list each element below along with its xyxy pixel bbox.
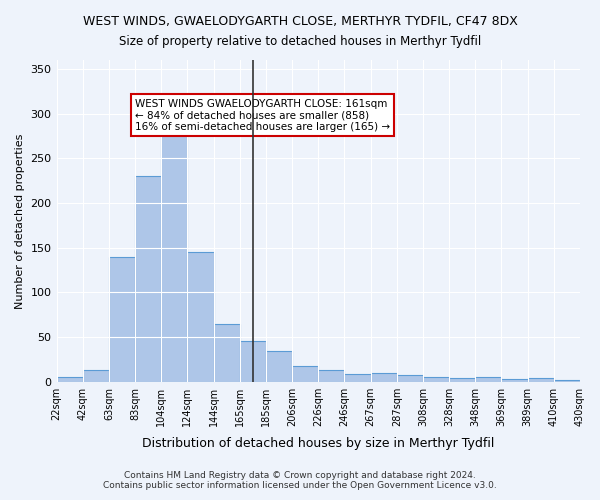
Bar — [371, 372, 397, 382]
Bar — [554, 380, 580, 382]
Bar — [318, 370, 344, 382]
Bar — [161, 127, 187, 382]
Bar — [292, 366, 318, 382]
Bar — [449, 378, 475, 382]
Text: WEST WINDS GWAELODYGARTH CLOSE: 161sqm
← 84% of detached houses are smaller (858: WEST WINDS GWAELODYGARTH CLOSE: 161sqm ←… — [135, 98, 390, 132]
Bar — [266, 352, 292, 382]
Bar — [344, 374, 371, 382]
Bar — [527, 378, 554, 382]
Text: Contains HM Land Registry data © Crown copyright and database right 2024.
Contai: Contains HM Land Registry data © Crown c… — [103, 470, 497, 490]
Bar — [135, 176, 161, 382]
Bar — [240, 340, 266, 382]
Bar — [397, 376, 423, 382]
Text: Size of property relative to detached houses in Merthyr Tydfil: Size of property relative to detached ho… — [119, 35, 481, 48]
Bar — [56, 377, 83, 382]
Bar — [187, 252, 214, 382]
Text: WEST WINDS, GWAELODYGARTH CLOSE, MERTHYR TYDFIL, CF47 8DX: WEST WINDS, GWAELODYGARTH CLOSE, MERTHYR… — [83, 15, 517, 28]
Y-axis label: Number of detached properties: Number of detached properties — [15, 133, 25, 308]
Bar — [83, 370, 109, 382]
Bar — [475, 377, 502, 382]
Bar — [214, 324, 240, 382]
Bar — [423, 377, 449, 382]
X-axis label: Distribution of detached houses by size in Merthyr Tydfil: Distribution of detached houses by size … — [142, 437, 494, 450]
Bar — [502, 379, 527, 382]
Bar — [109, 256, 135, 382]
